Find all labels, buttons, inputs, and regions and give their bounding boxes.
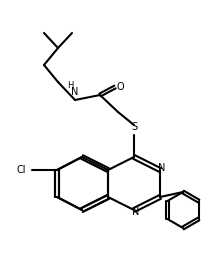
Text: H: H (67, 81, 73, 90)
Text: O: O (116, 82, 124, 92)
Text: N: N (158, 163, 166, 173)
Text: Cl: Cl (16, 165, 26, 175)
Text: N: N (71, 87, 79, 97)
Text: S: S (131, 122, 137, 132)
Text: N: N (132, 207, 140, 217)
